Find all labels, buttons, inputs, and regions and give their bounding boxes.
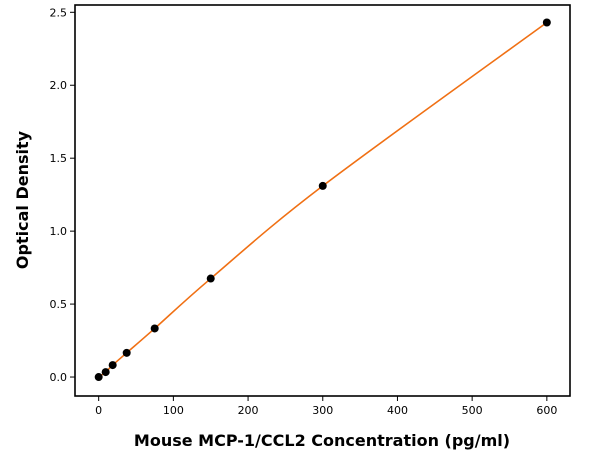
y-tick-label: 2.0 [50,79,68,92]
y-axis-label: Optical Density [13,130,32,269]
y-tick-label: 1.5 [50,152,68,165]
x-axis-label: Mouse MCP-1/CCL2 Concentration (pg/ml) [134,431,510,450]
data-point [318,181,327,190]
x-tick-label: 300 [312,404,333,417]
x-tick-label: 0 [95,404,102,417]
fit-curve [98,21,548,378]
data-point [150,324,159,333]
x-tick-label: 600 [536,404,557,417]
data-point [101,368,110,377]
y-tick-label: 2.5 [50,6,68,19]
data-point [206,274,215,283]
x-tick-label: 400 [387,404,408,417]
x-tick-label: 100 [163,404,184,417]
data-point [542,18,551,27]
data-point [108,361,117,370]
y-tick-label: 0.5 [50,298,68,311]
data-point [94,373,103,382]
x-tick-label: 500 [462,404,483,417]
data-point [122,348,131,357]
x-tick-label: 200 [238,404,259,417]
y-tick-label: 0.0 [50,371,68,384]
plot-frame [74,4,571,397]
y-tick-label: 1.0 [50,225,68,238]
